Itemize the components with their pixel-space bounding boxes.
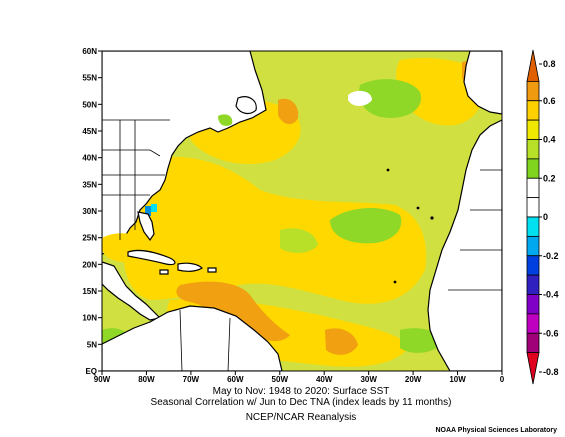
lat-tick-label: 35N bbox=[82, 180, 97, 189]
colorbar-tick-label: 0.4 bbox=[543, 135, 556, 145]
blue-patch bbox=[145, 206, 151, 216]
green-patch-mid bbox=[280, 228, 318, 253]
colorbar-tick-label: 0.2 bbox=[543, 173, 556, 183]
land-cuba bbox=[127, 249, 176, 266]
land-cape-verde bbox=[393, 280, 397, 284]
colorbar-tick-label: 0.6 bbox=[543, 96, 556, 106]
lon-tick-label: 20W bbox=[405, 375, 422, 384]
colorbar-cell bbox=[526, 352, 540, 385]
colorbar-cell bbox=[526, 158, 540, 179]
political-boundaries bbox=[102, 119, 502, 371]
lon-tick-label: 80W bbox=[138, 375, 155, 384]
green-patch-northeast bbox=[359, 79, 421, 118]
white-gap-north bbox=[348, 90, 372, 106]
colorbar-cell bbox=[526, 80, 540, 102]
land-europe bbox=[463, 51, 502, 115]
sst-correlation-map bbox=[102, 51, 502, 371]
colorbar-cell bbox=[526, 294, 540, 315]
green-patch-nova-scotia bbox=[218, 114, 233, 126]
colorbar-cell bbox=[526, 119, 540, 140]
land-hispaniola bbox=[177, 262, 203, 272]
land-canary-islands bbox=[430, 216, 434, 220]
land-puerto-rico bbox=[207, 267, 217, 273]
colorbar-cell bbox=[526, 49, 540, 82]
credit-label: NOAA Physical Sciences Laboratory bbox=[435, 427, 557, 434]
lon-tick-label: 30W bbox=[360, 375, 377, 384]
colorbar-tick-label: 0.8 bbox=[543, 59, 556, 69]
land-madeira bbox=[416, 206, 420, 210]
cyan-patch bbox=[151, 204, 157, 212]
lon-tick-label: 40W bbox=[316, 375, 333, 384]
lon-tick-label: 90W bbox=[94, 375, 111, 384]
colorbar-tick-label: 0 bbox=[543, 212, 548, 222]
green-patch-southeast bbox=[400, 328, 440, 353]
lat-tick-label: 45N bbox=[82, 127, 97, 136]
colorbar-cell bbox=[526, 177, 540, 199]
lat-tick-label: 25N bbox=[82, 234, 97, 243]
lat-tick-label: 55N bbox=[82, 74, 97, 83]
orange-patch-caribbean bbox=[176, 281, 290, 342]
lon-tick-label: 60W bbox=[227, 375, 244, 384]
source-label: NCEP/NCAR Reanalysis bbox=[245, 412, 357, 423]
green-patch-central bbox=[330, 208, 402, 244]
latitude-axis: 60N 55N 50N 45N 40N 35N 30N 25N 20N 15N 10N 5N EQ bbox=[82, 47, 102, 376]
colorbar: 0.8 0.6 0.4 0.2 0 -0.2 -0.4 -0.6 -0.8 bbox=[526, 49, 559, 385]
land-south-america bbox=[102, 305, 283, 371]
colorbar-cell bbox=[526, 235, 540, 257]
lat-tick-label: 30N bbox=[82, 207, 97, 216]
colorbar-cell bbox=[526, 197, 540, 218]
land-florida bbox=[137, 211, 155, 242]
colorbar-cell bbox=[526, 255, 540, 276]
lon-tick-label: 0 bbox=[500, 375, 505, 384]
lat-tick-label: 50N bbox=[82, 100, 97, 109]
orange-patch-north bbox=[278, 98, 299, 125]
colorbar-cell bbox=[526, 139, 540, 160]
lon-tick-label: 70W bbox=[183, 375, 200, 384]
lat-tick-label: 15N bbox=[82, 287, 97, 296]
lon-tick-label: 50W bbox=[272, 375, 289, 384]
colorbar-tick-label: -0.8 bbox=[543, 367, 559, 377]
orange-patch-south-equator bbox=[325, 328, 358, 355]
colorbar-cell bbox=[526, 216, 540, 237]
lat-tick-label: 40N bbox=[82, 154, 97, 163]
caption-line-1: May to Nov: 1948 to 2020: Surface SST bbox=[212, 386, 390, 397]
longitude-axis: 90W 80W 70W 60W 50W 40W 30W 20W 10W 0 bbox=[94, 371, 505, 384]
lat-tick-label: 5N bbox=[87, 340, 97, 349]
colorbar-tick-label: -0.4 bbox=[543, 290, 559, 300]
lon-tick-label: 10W bbox=[449, 375, 466, 384]
colorbar-tick-label: -0.6 bbox=[543, 328, 559, 338]
land-newfoundland bbox=[235, 96, 257, 115]
land-africa bbox=[427, 119, 502, 371]
land-azores bbox=[386, 168, 390, 172]
lat-tick-label: 60N bbox=[82, 47, 97, 56]
caption-line-2: Seasonal Correlation w/ Jun to Dec TNA (… bbox=[150, 397, 452, 408]
lat-tick-label: EQ bbox=[85, 367, 97, 376]
lat-tick-label: 20N bbox=[82, 260, 97, 269]
colorbar-cell bbox=[526, 274, 540, 295]
lat-tick-label: 10N bbox=[82, 314, 97, 323]
colorbar-cell bbox=[526, 313, 540, 334]
colorbar-tick-label: -0.2 bbox=[543, 251, 559, 261]
yellow-region-east bbox=[396, 58, 484, 126]
colorbar-cell bbox=[526, 100, 540, 121]
colorbar-cell bbox=[526, 332, 540, 354]
land-jamaica bbox=[159, 269, 169, 275]
